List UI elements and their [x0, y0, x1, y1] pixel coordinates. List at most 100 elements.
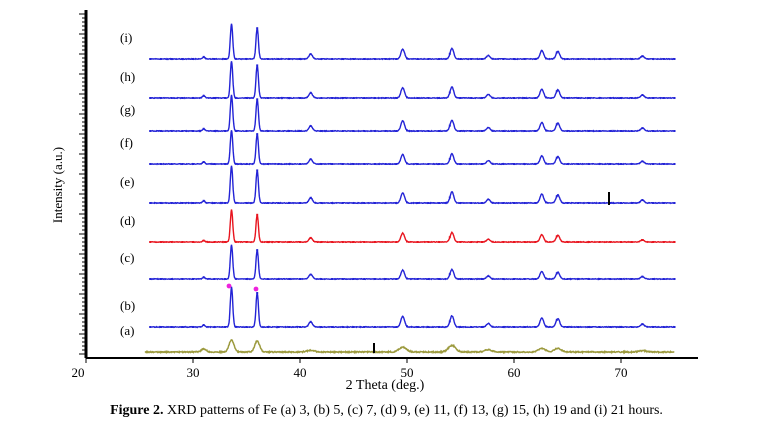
series-point [352, 130, 355, 132]
series-point [577, 326, 580, 328]
series-point [159, 97, 162, 99]
series-point [502, 58, 505, 60]
series-point [555, 318, 558, 321]
series-point [566, 58, 569, 60]
series-point [245, 97, 248, 99]
series-point [609, 58, 612, 60]
series-point [566, 97, 569, 99]
series-point [288, 241, 291, 243]
series-label: (g) [120, 102, 135, 117]
series-point [299, 202, 301, 204]
series-point [277, 163, 280, 165]
series-point [149, 97, 152, 99]
series-point [534, 278, 537, 280]
series-point [620, 130, 622, 132]
series-point [384, 241, 387, 243]
series-point [652, 130, 655, 132]
series-point [277, 58, 280, 60]
series-point [277, 130, 280, 132]
series-point [598, 202, 601, 204]
series-point [491, 325, 494, 328]
series-point [181, 58, 184, 60]
series-point [170, 163, 173, 165]
series-point [662, 202, 665, 204]
series-point [459, 97, 462, 99]
series-point [331, 97, 334, 99]
series-point [309, 273, 312, 276]
series-point [341, 202, 344, 204]
series-point [470, 97, 473, 99]
series-point [363, 130, 366, 132]
series-point [480, 241, 483, 243]
series-point [309, 53, 312, 56]
series-point [331, 58, 334, 60]
series-point [234, 277, 237, 280]
series-point [652, 241, 655, 243]
series-point [224, 202, 227, 204]
series-point [427, 58, 430, 60]
series-point [406, 240, 408, 243]
series-line [150, 244, 676, 281]
series-point [406, 201, 408, 204]
series-point [545, 325, 548, 328]
series-point [266, 326, 269, 328]
series-point [662, 326, 665, 328]
series-point [534, 58, 537, 60]
series-point [438, 241, 441, 243]
series-point [352, 202, 355, 204]
series-label: (b) [120, 298, 135, 313]
series-point [502, 278, 505, 280]
series-point [224, 163, 227, 165]
series-point [352, 163, 355, 165]
series-point [234, 162, 237, 165]
series-point [491, 129, 494, 132]
series-line [150, 94, 675, 133]
series-point [545, 57, 548, 60]
series-point [224, 130, 227, 132]
series-point [234, 57, 237, 60]
series-point [534, 202, 537, 204]
series-point [181, 130, 184, 132]
series-point [459, 58, 462, 60]
series-point [609, 326, 612, 328]
series-point [448, 236, 451, 239]
series-line [150, 286, 675, 329]
series-point [416, 202, 419, 204]
series-point [234, 201, 237, 204]
series-point [598, 130, 601, 132]
series-point [352, 278, 355, 280]
series-point [534, 326, 537, 328]
series-point [309, 320, 312, 323]
x-axis-label: 2 Theta (deg.) [346, 378, 425, 393]
series-point [341, 130, 344, 132]
series-point [427, 326, 430, 328]
series-line [149, 23, 675, 61]
series-point [448, 320, 451, 323]
series-point [555, 51, 558, 54]
series-point [566, 326, 569, 328]
series-point [545, 277, 548, 280]
series-point [192, 97, 194, 99]
series-point [299, 58, 301, 60]
series-point [170, 241, 173, 243]
series-point [502, 202, 505, 204]
series-point [277, 97, 280, 99]
series-point [641, 94, 644, 96]
series-point [224, 58, 227, 60]
series-label: (a) [120, 323, 134, 338]
series-point [438, 163, 441, 165]
series-point [555, 235, 558, 238]
series-point [331, 326, 334, 328]
series-point [299, 326, 301, 328]
series-point [202, 324, 205, 326]
series-point [299, 278, 301, 280]
series-point [416, 326, 419, 328]
series-point [384, 163, 387, 165]
series-point [159, 326, 162, 328]
series-point [181, 241, 184, 243]
series-point [555, 123, 558, 126]
series-point [480, 130, 483, 132]
series-point [587, 202, 590, 204]
series-point [630, 130, 633, 132]
series-point [331, 241, 334, 243]
